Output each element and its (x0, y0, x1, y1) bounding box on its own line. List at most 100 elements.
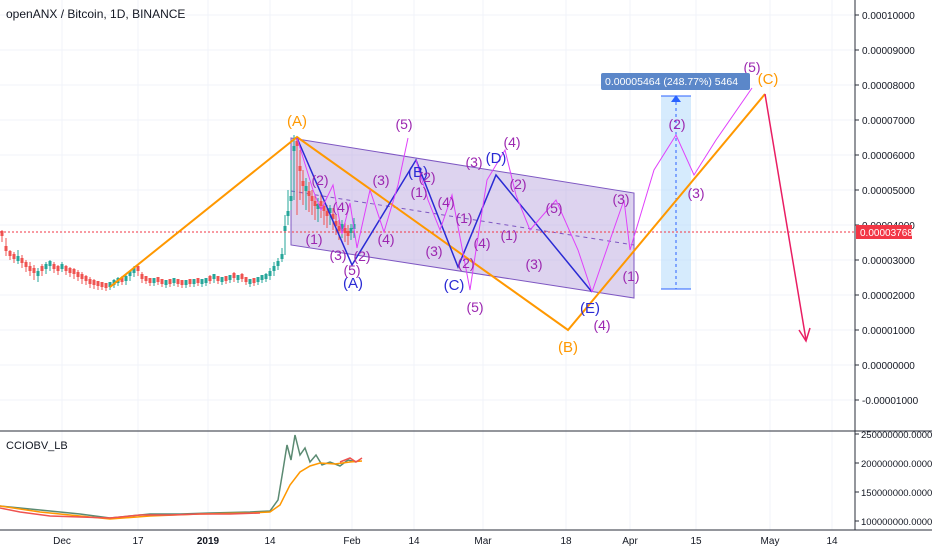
price-tick-label: 0.00007000 (862, 116, 915, 127)
wave-label-magenta: (4) (503, 134, 520, 150)
wave-label-magenta: (1) (455, 210, 472, 226)
candle-body (208, 276, 212, 281)
candle-body (76, 272, 80, 277)
candle-body (328, 208, 332, 213)
candle-body (168, 279, 172, 284)
candle-body (260, 275, 264, 280)
candle-body (325, 211, 329, 216)
candle-body (8, 251, 12, 256)
candle-body (136, 266, 140, 271)
wave-label-magenta: (5) (395, 116, 412, 132)
candle-body (310, 196, 314, 201)
wave-label-blue: (C) (444, 277, 465, 294)
candle-body (322, 206, 326, 211)
price-tick-label: 0.00001000 (862, 326, 915, 337)
obv-signal-line (0, 460, 363, 520)
wave-label-magenta: (4) (332, 199, 349, 215)
candle-body (334, 221, 338, 226)
price-tick-label: 0.00006000 (862, 151, 915, 162)
candle-body (96, 281, 100, 286)
candle-body (268, 271, 272, 276)
candle-body (124, 276, 128, 281)
measure-label: 0.00005464 (248.77%) 5464 (605, 76, 738, 88)
wave-label-magenta: (2) (353, 248, 370, 264)
wave-label-magenta: (1) (622, 268, 639, 284)
wave-label-blue: (D) (486, 150, 507, 167)
wave-label-magenta: (4) (437, 194, 454, 210)
candle-body (307, 191, 311, 196)
candle-body (32, 268, 36, 273)
candle-body (276, 261, 280, 266)
wave-label-magenta: (4) (377, 231, 394, 247)
wave-label-orange: (B) (558, 339, 578, 356)
channel-midline (290, 190, 635, 246)
time-axis-label: 18 (560, 536, 572, 547)
candle-body (224, 276, 228, 281)
price-tick-label: -0.00001000 (862, 396, 919, 407)
wave-label-magenta: (3) (465, 154, 482, 170)
candle-body (289, 196, 293, 201)
candle-body (120, 277, 124, 282)
candle-body (104, 283, 108, 288)
candle-body (343, 228, 347, 233)
candle-body (68, 268, 72, 273)
time-axis-label: 2019 (197, 536, 220, 547)
time-axis-label: Dec (53, 536, 71, 547)
wave-label-orange: (C) (758, 71, 779, 88)
time-axis-label: 14 (264, 536, 276, 547)
candle-body (20, 258, 24, 263)
candle-body (304, 186, 308, 191)
symbol-title[interactable]: openANX / Bitcoin, 1D, BINANCE (6, 7, 186, 21)
wave-label-magenta: (5) (743, 59, 760, 75)
candle-body (144, 276, 148, 281)
candle-body (12, 254, 16, 259)
candle-body (176, 279, 180, 284)
candle-body (72, 269, 76, 274)
candle-body (84, 276, 88, 281)
projection-arrow-line (764, 93, 807, 341)
current-price-tag: 0.00003768 (860, 228, 913, 239)
indicator-tick-label: 250000000.0000 (861, 430, 932, 441)
candle-body (192, 279, 196, 284)
candle-body (180, 280, 184, 285)
price-scale[interactable]: 0.00010000 0.00009000 0.00008000 0.00007000… (855, 11, 919, 407)
candle-body (252, 278, 256, 283)
candle-body (331, 214, 335, 219)
candle-body (88, 279, 92, 284)
candle-body (184, 280, 188, 285)
measure-label-bg (601, 73, 750, 90)
candle-body (256, 277, 260, 282)
candle-body (36, 271, 40, 276)
measure-arrowhead (671, 95, 681, 102)
candle-body (349, 228, 353, 233)
candle-body (204, 278, 208, 283)
candle-body (295, 141, 299, 146)
candle-body (298, 166, 302, 171)
candle-body (340, 224, 344, 229)
blue-wave-abcde (296, 137, 593, 293)
candle-body (80, 274, 84, 279)
candle-body (100, 282, 104, 287)
candle-body (56, 266, 60, 271)
wave-label-magenta: (3) (329, 247, 346, 263)
candle-body (28, 266, 32, 271)
time-axis[interactable]: Dec 17 2019 14 Feb 14 Mar 18 Apr 15 May 14 (53, 536, 838, 547)
indicator-scale[interactable]: 250000000.0000 200000000.0000 150000000.00… (855, 430, 932, 528)
obv-indicator (0, 434, 363, 520)
candle-body (160, 279, 164, 284)
candle-body (48, 261, 52, 266)
indicator-title[interactable]: CCIOBV_LB (6, 440, 68, 452)
candle-body (346, 231, 350, 236)
indicator-tick-label: 100000000.0000 (861, 517, 932, 528)
price-tick-label: 0.00000000 (862, 361, 915, 372)
price-tick-label: 0.00005000 (862, 186, 915, 197)
time-axis-label: 14 (408, 536, 420, 547)
candle-body (132, 268, 136, 273)
wave-label-orange: (A) (287, 113, 307, 130)
candle-body (301, 181, 305, 186)
wave-label-magenta: (4) (593, 317, 610, 333)
candle-body (216, 276, 220, 281)
wave-label-magenta: (1) (305, 231, 322, 247)
